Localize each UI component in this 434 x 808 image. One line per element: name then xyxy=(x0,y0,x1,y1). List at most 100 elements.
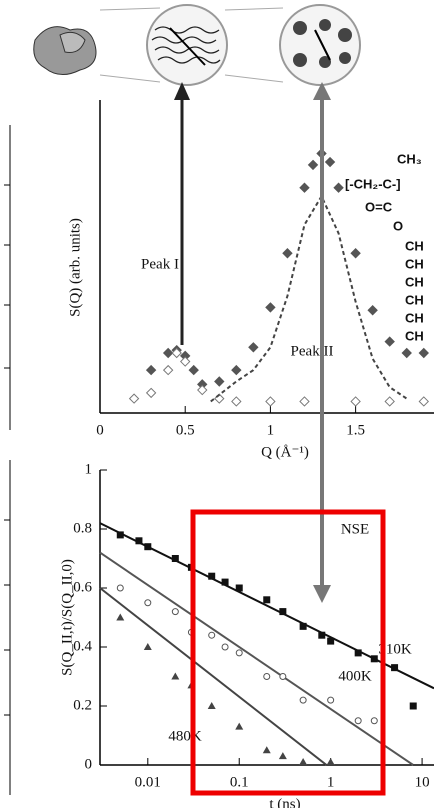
x-tick-label: 0 xyxy=(96,422,104,438)
point xyxy=(354,717,362,725)
point xyxy=(263,596,271,604)
point xyxy=(299,696,307,704)
structure-text: [-CH₂-C-] xyxy=(345,176,401,191)
point xyxy=(207,702,216,709)
point xyxy=(327,696,335,704)
illustration xyxy=(33,4,361,86)
structure-text: CH xyxy=(405,292,424,307)
point xyxy=(326,758,335,766)
fit-line xyxy=(99,522,434,690)
point xyxy=(370,655,378,663)
point xyxy=(221,578,229,586)
series-label: 400K xyxy=(338,668,372,684)
x-tick-label: 0.01 xyxy=(135,774,161,790)
point xyxy=(262,746,271,754)
point xyxy=(263,673,271,680)
point xyxy=(278,752,287,760)
point xyxy=(391,664,399,672)
point xyxy=(279,673,287,680)
point xyxy=(143,643,152,650)
point xyxy=(135,537,143,545)
point xyxy=(208,572,216,580)
y-tick-label: 0.4 xyxy=(73,638,92,654)
point xyxy=(144,599,152,607)
x-tick-label: 1 xyxy=(327,774,335,790)
point xyxy=(384,396,395,407)
highlight-box xyxy=(190,509,386,796)
y-tick-label: 0.8 xyxy=(73,520,92,536)
curve xyxy=(210,194,408,403)
point xyxy=(324,156,336,168)
structure-text: CH xyxy=(405,274,424,289)
series-label: 310K xyxy=(378,641,412,657)
point xyxy=(162,347,174,359)
y-tick-label: 0 xyxy=(85,756,93,772)
x-axis-label: Q (Å⁻¹) xyxy=(261,444,309,460)
x-tick-label: 1 xyxy=(267,422,275,438)
point xyxy=(221,643,229,651)
point xyxy=(279,608,287,616)
point xyxy=(265,396,276,407)
point xyxy=(162,364,174,376)
point xyxy=(214,376,225,387)
annotation: NSE xyxy=(341,521,369,537)
point xyxy=(333,182,344,193)
point xyxy=(418,347,429,359)
point xyxy=(248,342,259,353)
point xyxy=(265,302,276,313)
point xyxy=(418,396,429,407)
point xyxy=(231,396,242,407)
point xyxy=(384,336,395,347)
point xyxy=(354,649,362,657)
point xyxy=(235,722,244,730)
point xyxy=(299,622,307,630)
y-axis-label: S(Q_II,t)/S(Q_II,0) xyxy=(59,559,75,676)
point xyxy=(171,672,180,680)
x-tick-label: 10 xyxy=(415,774,430,790)
point xyxy=(350,396,361,407)
point xyxy=(144,543,152,551)
structure-text: CH xyxy=(405,238,424,253)
partial-panel xyxy=(4,125,11,795)
point xyxy=(350,248,361,259)
label-bg xyxy=(134,254,186,276)
point xyxy=(409,702,417,710)
structure-text: O xyxy=(393,218,403,233)
point xyxy=(171,608,179,616)
point xyxy=(145,364,157,376)
x-tick-label: 0.5 xyxy=(176,422,195,438)
point xyxy=(299,182,310,193)
point xyxy=(116,613,125,621)
label-bg xyxy=(329,519,381,541)
fit-line xyxy=(99,587,328,766)
x-tick-label: 0.1 xyxy=(230,774,249,790)
y-axis-label: S(Q) (arb. units) xyxy=(67,218,83,317)
point xyxy=(235,584,243,592)
arrows xyxy=(174,82,331,603)
point xyxy=(231,364,242,376)
fit-line xyxy=(99,551,414,766)
point xyxy=(145,387,157,399)
structure-text: O=C xyxy=(365,199,393,214)
point xyxy=(282,248,293,259)
y-tick-label: 0.2 xyxy=(73,697,92,713)
label-bg xyxy=(286,341,338,363)
point xyxy=(171,347,182,359)
point xyxy=(197,384,208,396)
point xyxy=(401,347,412,359)
annotation: Peak II xyxy=(291,343,334,359)
y-tick-label: 0.6 xyxy=(73,579,92,595)
point xyxy=(171,555,179,562)
point xyxy=(179,356,191,367)
point xyxy=(299,758,308,766)
series-label: 480K xyxy=(168,728,202,744)
point xyxy=(188,364,199,376)
annotation: Peak I xyxy=(141,256,179,272)
x-tick-label: 1.5 xyxy=(346,422,365,438)
structure-text: CH xyxy=(405,256,424,271)
point xyxy=(208,631,216,639)
point xyxy=(116,584,124,592)
structure-text: CH xyxy=(405,328,424,343)
point xyxy=(367,305,378,316)
